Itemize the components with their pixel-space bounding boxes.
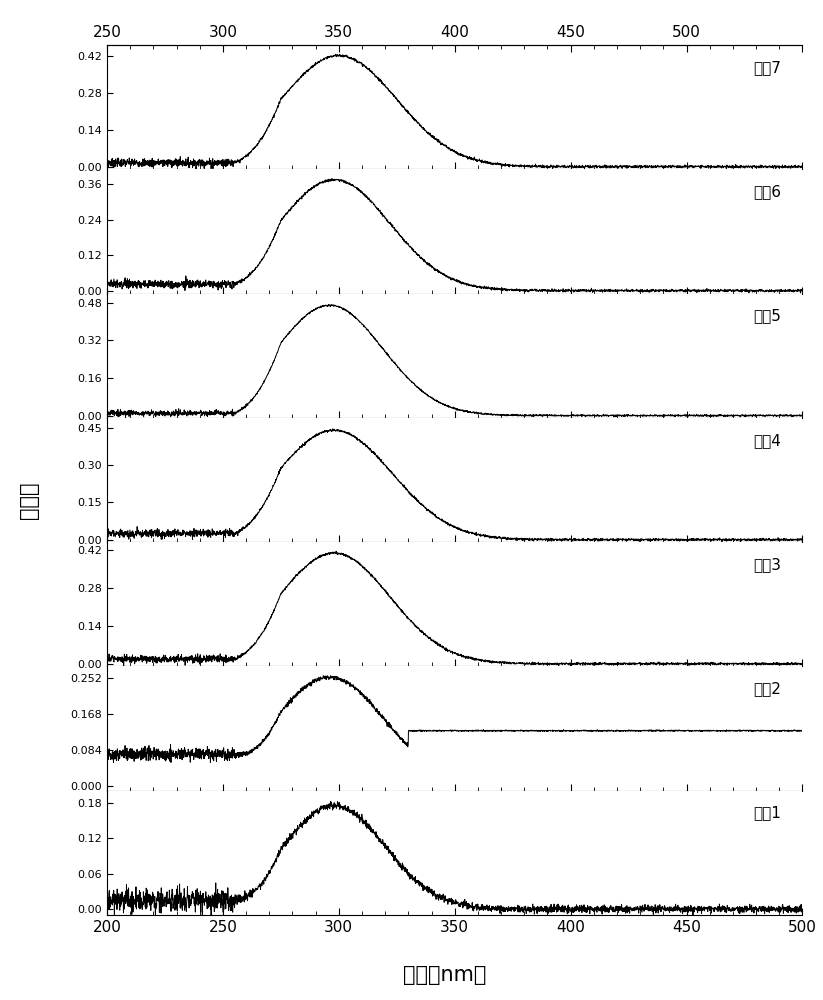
Text: 曲线3: 曲线3	[754, 557, 782, 572]
Text: 波长（nm）: 波长（nm）	[402, 965, 486, 985]
Text: 曲线4: 曲线4	[754, 433, 782, 448]
Text: 曲线6: 曲线6	[754, 184, 782, 199]
Text: 曲线1: 曲线1	[754, 806, 782, 821]
Text: 曲线7: 曲线7	[754, 60, 782, 75]
Text: 曲线5: 曲线5	[754, 308, 782, 323]
Text: 吸光度: 吸光度	[19, 481, 39, 519]
Text: 曲线2: 曲线2	[754, 681, 782, 696]
